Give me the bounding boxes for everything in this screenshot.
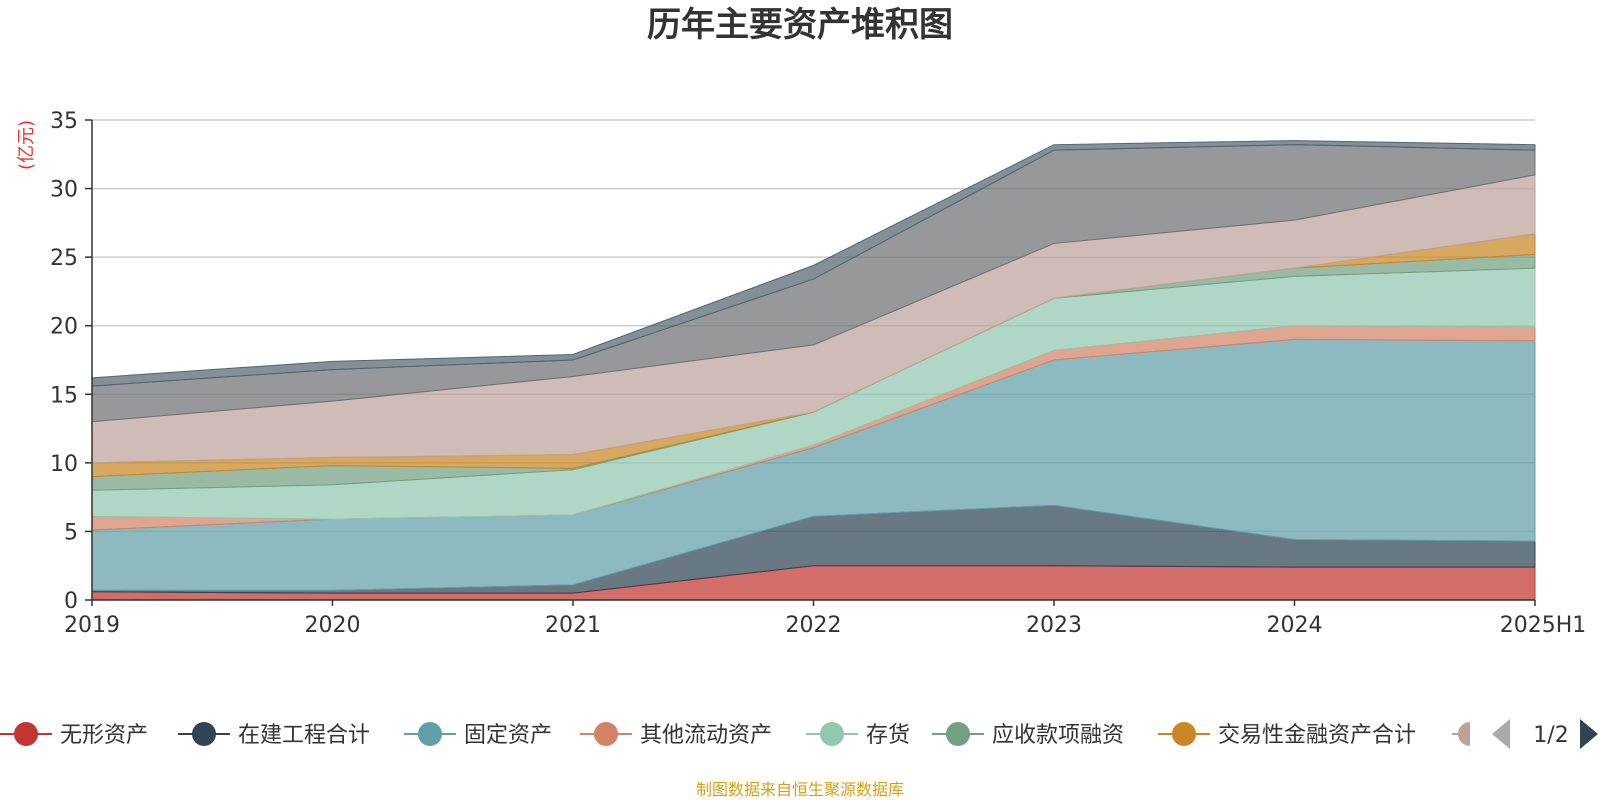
legend-page-indicator: 1/2 xyxy=(1533,723,1568,748)
y-tick-label: 0 xyxy=(64,589,78,614)
legend-label: 交易性金融资产合计 xyxy=(1218,723,1416,748)
legend-prev-page-icon[interactable] xyxy=(1492,719,1510,749)
x-tick-label: 2023 xyxy=(1026,613,1082,638)
x-tick-label: 2019 xyxy=(64,613,120,638)
legend-marker xyxy=(1458,722,1470,746)
footer-note: 制图数据来自恒生聚源数据库 xyxy=(696,780,904,799)
legend-marker xyxy=(14,722,38,746)
legend-item[interactable]: 固定资产 xyxy=(404,722,552,748)
legend-label: 存货 xyxy=(866,723,910,748)
stacked-areas xyxy=(91,140,1536,601)
axes: 0 5 10 15 20 25 30 35 2019 2020 2021 2022 2023 2024 20… xyxy=(50,109,1586,638)
legend-label: 在建工程合计 xyxy=(238,723,370,748)
legend-marker xyxy=(192,722,216,746)
legend-label: 其他流动资产 xyxy=(640,723,772,748)
x-tick-label: 2022 xyxy=(786,613,842,638)
legend-item[interactable]: 无形资产 xyxy=(0,722,148,748)
legend: 无形资产 在建工程合计 固定资产 其他流动资产 存货 应收款项融资 交易性金融资产合计 1/2 xyxy=(0,719,1598,749)
x-tick-label: 2020 xyxy=(305,613,361,638)
legend-marker xyxy=(946,722,970,746)
legend-item[interactable]: 存货 xyxy=(806,722,910,748)
y-tick-label: 10 xyxy=(50,452,78,477)
legend-marker xyxy=(1172,722,1196,746)
legend-label: 固定资产 xyxy=(464,723,552,748)
legend-marker xyxy=(418,722,442,746)
y-tick-label: 25 xyxy=(50,246,78,271)
legend-next-page-icon[interactable] xyxy=(1580,719,1598,749)
y-tick-label: 5 xyxy=(64,520,78,545)
y-tick-label: 35 xyxy=(50,109,78,134)
legend-item[interactable]: 在建工程合计 xyxy=(178,722,370,748)
legend-item[interactable]: 应收款项融资 xyxy=(932,722,1124,748)
y-tick-label: 30 xyxy=(50,178,78,203)
legend-label: 应收款项融资 xyxy=(992,723,1124,748)
legend-item[interactable]: 其他流动资产 xyxy=(580,722,772,748)
legend-marker xyxy=(820,722,844,746)
x-tick-label: 2025H1 xyxy=(1500,613,1587,638)
y-axis-label: (亿元) xyxy=(16,120,37,170)
area-series-9[interactable] xyxy=(91,140,1536,387)
legend-item[interactable]: 交易性金融资产合计 xyxy=(1158,722,1416,748)
x-tick-label: 2024 xyxy=(1267,613,1323,638)
y-tick-label: 20 xyxy=(50,315,78,340)
chart-title: 历年主要资产堆积图 xyxy=(647,5,953,45)
x-tick-label: 2021 xyxy=(545,613,601,638)
legend-marker xyxy=(594,722,618,746)
legend-label: 无形资产 xyxy=(60,723,148,748)
legend-item-partial[interactable] xyxy=(1452,722,1470,746)
y-tick-label: 15 xyxy=(50,383,78,408)
